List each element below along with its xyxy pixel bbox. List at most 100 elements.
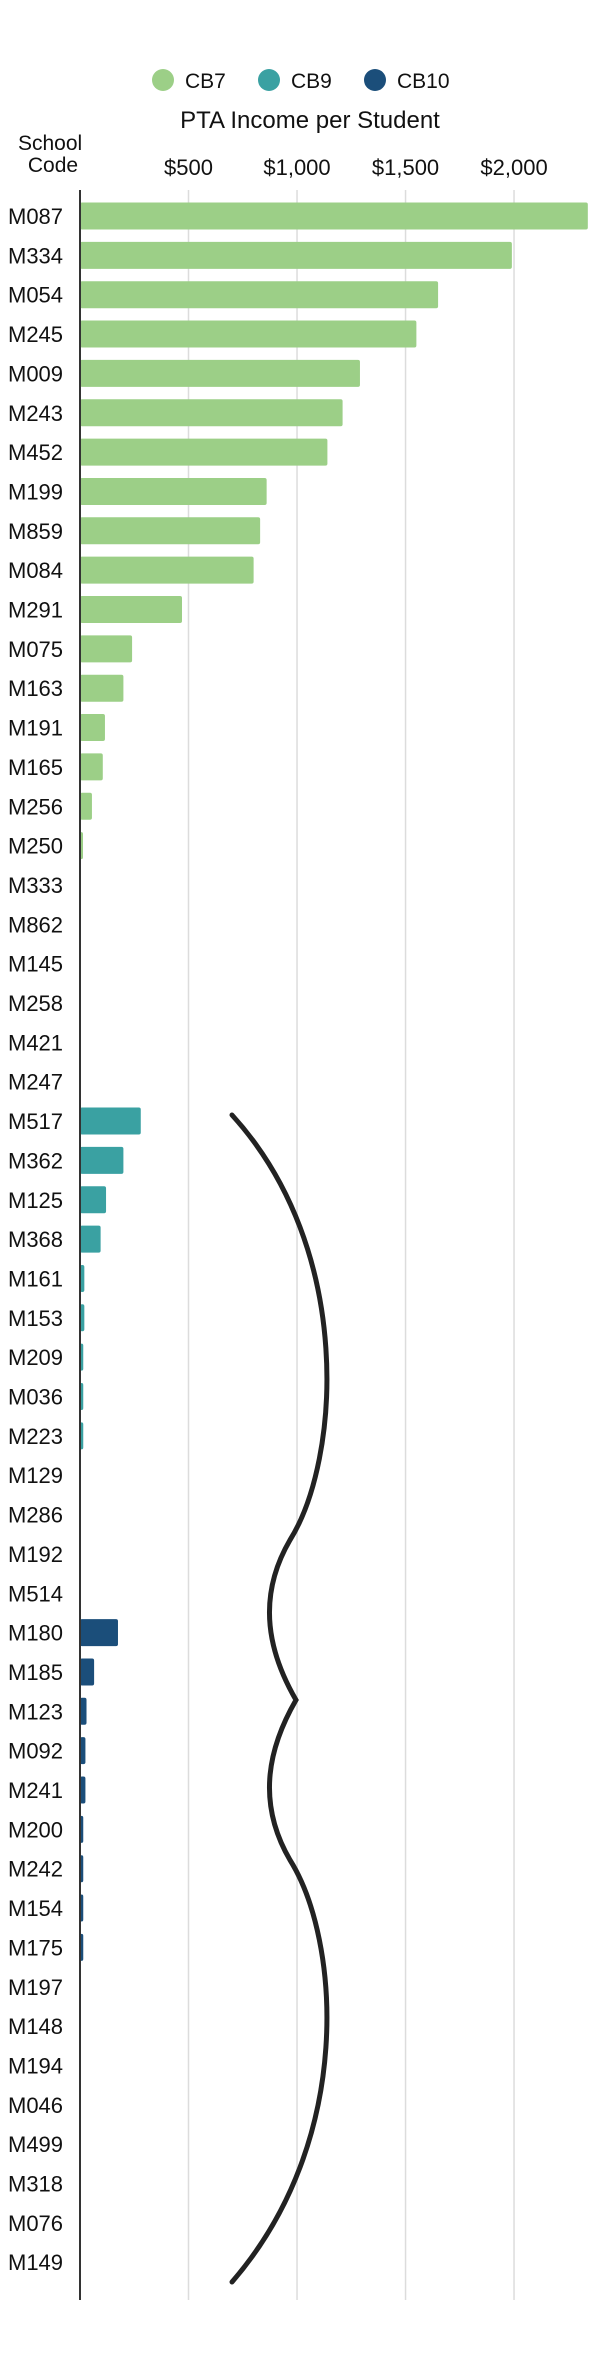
category-label-m175: M175 xyxy=(8,1935,63,1960)
category-label-m148: M148 xyxy=(8,2014,63,2039)
bar-m165 xyxy=(80,753,103,781)
category-label-m145: M145 xyxy=(8,952,63,977)
bar-m125 xyxy=(80,1186,107,1214)
category-label-m076: M076 xyxy=(8,2211,63,2236)
category-label-m046: M046 xyxy=(8,2093,63,2118)
bar-m241 xyxy=(80,1776,86,1804)
category-label-m009: M009 xyxy=(8,361,63,386)
bar-m245 xyxy=(80,320,417,348)
category-label-m194: M194 xyxy=(8,2053,63,2078)
category-label-m421: M421 xyxy=(8,1030,63,1055)
bar-m199 xyxy=(80,477,267,505)
x-tick-label: $1,000 xyxy=(263,155,330,180)
category-label-m517: M517 xyxy=(8,1109,63,1134)
x-tick-labels: $500 $1,000 $1,500 $2,000 xyxy=(164,155,548,180)
bar-m161 xyxy=(80,1264,85,1292)
bar-m153 xyxy=(80,1304,85,1332)
category-label-m334: M334 xyxy=(8,243,63,268)
category-label-m258: M258 xyxy=(8,991,63,1016)
category-label-m054: M054 xyxy=(8,283,63,308)
category-label-m247: M247 xyxy=(8,1070,63,1095)
category-label-m153: M153 xyxy=(8,1306,63,1331)
bar-m123 xyxy=(80,1697,87,1725)
legend-marker-cb10 xyxy=(364,69,386,91)
category-label-m245: M245 xyxy=(8,322,63,347)
y-axis-title: School Code xyxy=(18,132,88,177)
x-tick-label: $500 xyxy=(164,155,213,180)
bar-m368 xyxy=(80,1225,101,1253)
category-label-m084: M084 xyxy=(8,558,63,583)
category-label-m291: M291 xyxy=(8,598,63,623)
category-label-m197: M197 xyxy=(8,1975,63,2000)
category-label-m199: M199 xyxy=(8,479,63,504)
bar-m243 xyxy=(80,399,343,427)
category-label-m452: M452 xyxy=(8,440,63,465)
bar-m291 xyxy=(80,596,182,623)
category-label-m241: M241 xyxy=(8,1778,63,1803)
category-label-m191: M191 xyxy=(8,716,63,741)
category-label-m075: M075 xyxy=(8,637,63,662)
category-label-m286: M286 xyxy=(8,1503,63,1528)
category-label-m125: M125 xyxy=(8,1188,63,1213)
x-tick-label: $1,500 xyxy=(372,155,439,180)
category-label-m209: M209 xyxy=(8,1345,63,1370)
bar-m517 xyxy=(80,1107,141,1135)
category-label-m149: M149 xyxy=(8,2250,63,2275)
legend-label-cb7: CB7 xyxy=(185,70,226,93)
category-label-m250: M250 xyxy=(8,834,63,859)
bar-m009 xyxy=(80,359,360,387)
category-label-m859: M859 xyxy=(8,519,63,544)
category-label-m499: M499 xyxy=(8,2132,63,2157)
category-label-m242: M242 xyxy=(8,1857,63,1882)
gridlines xyxy=(187,190,515,2300)
category-label-m362: M362 xyxy=(8,1148,63,1173)
category-label-m514: M514 xyxy=(8,1581,63,1606)
category-label-m185: M185 xyxy=(8,1660,63,1685)
bar-m191 xyxy=(80,714,105,742)
bar-m256 xyxy=(80,792,92,820)
y-axis-title-line-2: Code xyxy=(28,154,78,177)
category-label-m180: M180 xyxy=(8,1621,63,1646)
category-label-m036: M036 xyxy=(8,1385,63,1410)
bar-m075 xyxy=(80,635,133,663)
legend-label-cb9: CB9 xyxy=(291,70,332,93)
bars xyxy=(80,202,588,1961)
category-label-m163: M163 xyxy=(8,676,63,701)
category-label-m092: M092 xyxy=(8,1739,63,1764)
y-axis-title-line-1: School xyxy=(18,132,82,155)
legend-marker-cb7 xyxy=(152,69,174,91)
bar-m180 xyxy=(80,1619,118,1647)
bar-m087 xyxy=(80,202,588,230)
bar-m859 xyxy=(80,517,261,545)
bar-m334 xyxy=(80,241,512,269)
legend-label-cb10: CB10 xyxy=(397,70,450,93)
curly-brace-annotation xyxy=(229,1112,330,2285)
x-tick-label: $2,000 xyxy=(480,155,547,180)
bar-m084 xyxy=(80,556,254,584)
category-label-m333: M333 xyxy=(8,873,63,898)
bar-m092 xyxy=(80,1737,86,1765)
category-label-m123: M123 xyxy=(8,1699,63,1724)
category-label-m243: M243 xyxy=(8,401,63,426)
category-label-m192: M192 xyxy=(8,1542,63,1567)
category-label-m129: M129 xyxy=(8,1463,63,1488)
x-axis-title: PTA Income per Student xyxy=(180,107,440,134)
category-label-m200: M200 xyxy=(8,1817,63,1842)
bar-m362 xyxy=(80,1146,124,1174)
category-label-m862: M862 xyxy=(8,912,63,937)
category-label-m161: M161 xyxy=(8,1266,63,1291)
legend-marker-cb9 xyxy=(258,69,280,91)
category-label-m256: M256 xyxy=(8,794,63,819)
bar-m163 xyxy=(80,674,124,702)
category-label-m318: M318 xyxy=(8,2172,63,2197)
category-labels: M087 M334 M054 M245 M009 M243 M452 M199 M859 M084… xyxy=(8,204,63,2275)
legend: CB7 CB9 CB10 xyxy=(152,69,450,93)
category-label-m087: M087 xyxy=(8,204,63,229)
category-label-m165: M165 xyxy=(8,755,63,780)
bar-m185 xyxy=(80,1658,95,1686)
bar-m054 xyxy=(80,281,439,309)
category-label-m368: M368 xyxy=(8,1227,63,1252)
category-label-m154: M154 xyxy=(8,1896,63,1921)
bar-m452 xyxy=(80,438,328,466)
